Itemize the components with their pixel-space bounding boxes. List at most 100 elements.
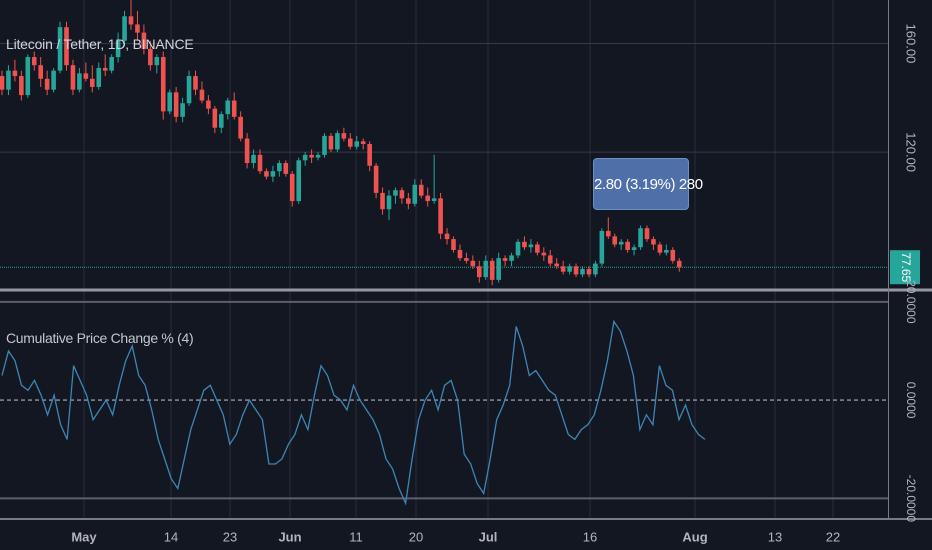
candle-body (51, 70, 56, 90)
time-axis: May 14 23 Jun 11 20 Jul 16 Aug 13 22 (71, 529, 840, 544)
candle-body (225, 100, 231, 115)
candle-body (19, 76, 24, 96)
candle-body (483, 260, 489, 278)
candle-body (322, 135, 327, 155)
candle-body (135, 24, 140, 33)
candle-body (631, 247, 637, 250)
candle-body (328, 135, 334, 150)
candle-body (309, 154, 314, 158)
candle-body (586, 268, 592, 275)
candle-body (212, 108, 218, 128)
candle-body (90, 78, 95, 87)
candle-body (573, 266, 579, 275)
measure-tooltip: 2.80 (3.19%) 280 (593, 158, 703, 210)
candle-body (354, 141, 360, 147)
candle-body (167, 92, 172, 112)
candle-body (44, 78, 50, 90)
candle-body (477, 266, 482, 278)
candle-body (128, 16, 134, 25)
last-price-label: 77.65 (899, 252, 913, 282)
candle-body (560, 266, 566, 272)
price-tick-label: 160.00 (904, 24, 919, 64)
candle-body (231, 100, 237, 117)
candle-body (670, 249, 676, 261)
candle-body (528, 244, 534, 248)
indicator-line (1, 319, 706, 506)
time-tick-label: 16 (583, 529, 597, 544)
candle-body (315, 154, 321, 158)
candle-body (264, 171, 269, 177)
candle-body (77, 73, 82, 90)
candle-body (348, 138, 353, 147)
candle-body (6, 70, 11, 90)
price-axis: 160.00 120.00 77.65 (890, 24, 920, 285)
time-tick-label: 23 (223, 529, 237, 544)
indicator-title: Cumulative Price Change % (4) (6, 330, 194, 346)
candle-body (64, 27, 69, 66)
candle-body (664, 249, 669, 253)
time-tick-label: 13 (768, 529, 782, 544)
candle-body (173, 92, 179, 117)
candle-body (657, 244, 663, 253)
candle-body (399, 190, 405, 199)
candle-body (547, 255, 553, 264)
candle-body (206, 100, 211, 109)
candle-body (25, 57, 31, 96)
candle-body (296, 160, 301, 202)
candle-body (57, 27, 63, 71)
grid-lines (0, 0, 932, 520)
candle-body (83, 73, 89, 79)
candle-body (186, 76, 192, 104)
indicator-pane: 20.0000 0.0000 -20.0000 (1, 280, 918, 522)
candle-body (154, 57, 160, 66)
candle-body (96, 67, 102, 87)
candle-body (238, 116, 243, 139)
candle-body (141, 32, 147, 49)
candle-body (612, 236, 618, 245)
candle-body (335, 133, 340, 150)
time-tick-label: 11 (349, 529, 363, 544)
candle-body (0, 76, 5, 90)
candle-body (470, 260, 476, 267)
candle-body (496, 258, 501, 280)
time-tick-label: 14 (164, 529, 178, 544)
candle-body (148, 48, 153, 66)
candle-body (438, 198, 443, 234)
candle-body (502, 258, 508, 261)
candle-body (554, 263, 559, 267)
candle-body (644, 228, 650, 240)
indicator-tick-label: 20.0000 (904, 280, 918, 324)
candle-body (457, 249, 463, 259)
candle-body (431, 198, 437, 202)
symbol-title: Litecoin / Tether, 1D, BINANCE (6, 36, 194, 52)
candle-body (451, 239, 456, 250)
candle-body (270, 171, 276, 177)
candle-body (31, 57, 37, 66)
candle-body (289, 173, 295, 202)
candle-body (606, 230, 611, 237)
candle-body (257, 154, 263, 172)
candle-series (0, 0, 888, 286)
candle-body (393, 190, 398, 196)
candle-body (102, 67, 108, 71)
candle-body (386, 195, 392, 210)
candle-body (418, 184, 424, 196)
candle-body (515, 241, 521, 256)
candle-body (70, 65, 76, 90)
candle-body (444, 233, 450, 240)
candle-body (199, 89, 205, 101)
candle-body (219, 114, 224, 128)
candle-body (122, 16, 127, 41)
last-price-badge (890, 250, 920, 285)
candle-body (283, 163, 289, 174)
time-tick-label: May (71, 529, 97, 544)
candle-body (651, 239, 656, 245)
time-tick-label: Jul (479, 529, 498, 544)
candle-body (522, 241, 527, 248)
candle-body (180, 103, 185, 117)
time-tick-label: Aug (682, 529, 707, 544)
candle-body (160, 57, 166, 112)
candle-body (380, 192, 385, 210)
candle-body (373, 165, 379, 193)
